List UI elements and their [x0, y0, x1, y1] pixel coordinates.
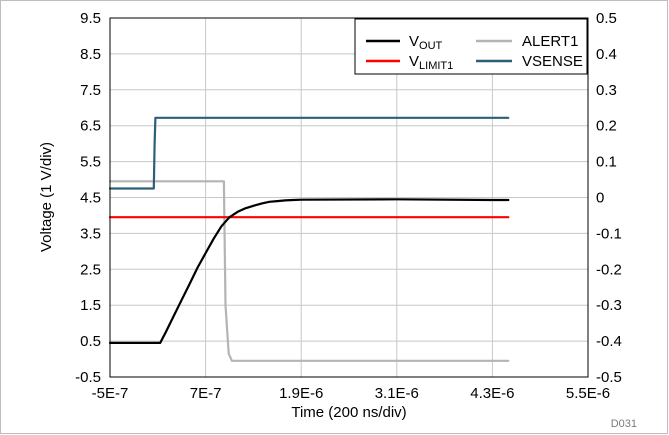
y-left-tick-label: -0.5 — [75, 369, 101, 386]
figure-id: D031 — [611, 418, 637, 430]
y-left-tick-label: 9.5 — [80, 10, 101, 27]
x-tick-label: 3.1E-6 — [375, 385, 419, 402]
y-right-tick-label: -0.5 — [596, 369, 622, 386]
series-line-vout — [108, 198, 510, 344]
left-y-tick-labels: 9.5 8.5 7.5 6.5 5.5 4.5 3.5 2.5 1.5 0.5 -0.5 — [75, 10, 101, 386]
y-right-tick-label: 0.1 — [596, 154, 617, 171]
x-tick-label: 5.5E-6 — [566, 385, 610, 402]
legend-label-vout: VOUT — [409, 33, 443, 52]
y-right-tick-label: 0.3 — [596, 82, 617, 99]
x-axis-title: Time (200 ns/div) — [291, 404, 406, 421]
x-tick-label: 7E-7 — [190, 385, 222, 402]
legend-box — [354, 18, 588, 75]
grid — [110, 18, 588, 377]
legend-label-alert1: ALERT1 — [522, 33, 578, 50]
series-line-vsense — [108, 116, 510, 190]
series-line-alert1 — [108, 180, 510, 362]
y-left-tick-label: 5.5 — [80, 154, 101, 171]
y-left-tick-label: 1.5 — [80, 297, 101, 314]
y-right-tick-label: -0.4 — [596, 333, 622, 350]
plot-border — [109, 17, 589, 378]
y-right-tick-label: -0.1 — [596, 225, 622, 242]
y-right-tick-label: 0 — [596, 190, 604, 207]
y-left-tick-label: 7.5 — [80, 82, 101, 99]
y-left-tick-label: 2.5 — [80, 261, 101, 278]
legend-label-vlimit1: VLIMIT1 — [409, 53, 453, 72]
legend: VOUT ALERT1 VLIMIT1 VSENSE — [354, 18, 588, 75]
legend-label-vsense: VSENSE — [522, 53, 583, 70]
right-y-tick-labels: 0.5 0.4 0.3 0.2 0.1 0 -0.1 -0.2 -0.3 -0.4 -0.5 — [596, 10, 622, 386]
series-layer — [108, 116, 510, 362]
y-right-tick-label: -0.2 — [596, 261, 622, 278]
x-tick-labels: -5E-7 7E-7 1.9E-6 3.1E-6 4.3E-6 5.5E-6 — [92, 385, 610, 402]
y-left-tick-label: 6.5 — [80, 118, 101, 135]
y-right-tick-label: -0.3 — [596, 297, 622, 314]
y-right-tick-label: 0.5 — [596, 10, 617, 27]
y-left-tick-label: 0.5 — [80, 333, 101, 350]
y-left-tick-label: 4.5 — [80, 190, 101, 207]
x-tick-label: -5E-7 — [92, 385, 129, 402]
y-right-tick-label: 0.4 — [596, 46, 617, 63]
y-left-tick-label: 3.5 — [80, 225, 101, 242]
y-axis-title: Voltage (1 V/div) — [38, 142, 55, 252]
y-left-tick-label: 8.5 — [80, 46, 101, 63]
x-tick-label: 4.3E-6 — [470, 385, 514, 402]
y-right-tick-label: 0.2 — [596, 118, 617, 135]
x-tick-label: 1.9E-6 — [279, 385, 323, 402]
